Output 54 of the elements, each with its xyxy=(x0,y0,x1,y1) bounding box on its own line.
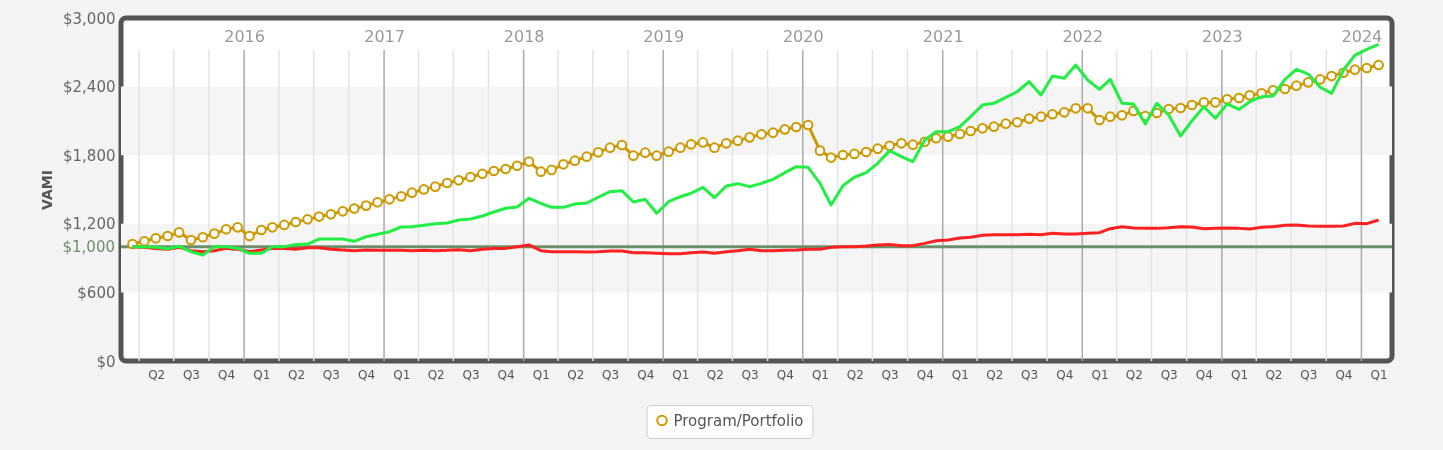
y-tick-label: $1,200 xyxy=(63,215,116,234)
x-tick-label: Q2 xyxy=(706,367,724,382)
y-tick-label: $0 xyxy=(96,352,116,371)
x-tick-label: Q4 xyxy=(1335,367,1353,382)
x-tick-label: Q3 xyxy=(462,367,480,382)
x-tick-label: Q2 xyxy=(846,367,864,382)
x-tick-label: Q2 xyxy=(427,367,445,382)
x-tick-label: Q2 xyxy=(148,367,166,382)
x-tick-label: Q4 xyxy=(637,367,655,382)
x2-tick-label: 2017 xyxy=(364,26,405,46)
ref-line-label: $1,000 xyxy=(62,237,115,256)
x2-tick-label: 2023 xyxy=(1201,26,1243,46)
x-tick-label: Q1 xyxy=(811,367,830,382)
legend-label: Program/Portfolio xyxy=(673,411,804,430)
x-tick-label: Q2 xyxy=(567,367,585,382)
x2-tick-label: 2018 xyxy=(503,26,545,46)
x-tick-label: Q2 xyxy=(1125,367,1143,382)
x-tick-label: Q3 xyxy=(741,367,759,382)
x2-tick-label: 2021 xyxy=(922,26,964,46)
x-tick-label: Q4 xyxy=(218,367,236,382)
y-tick-label: $3,000 xyxy=(63,9,116,28)
y-tick-label: $600 xyxy=(77,283,116,302)
x-tick-label: Q4 xyxy=(497,367,515,382)
x-tick-label: Q1 xyxy=(532,367,550,382)
y-tick-label: $1,800 xyxy=(63,146,116,165)
x-tick-label: Q3 xyxy=(1300,367,1318,382)
x-tick-label: Q4 xyxy=(1195,367,1213,382)
y-axis-title: VAMI xyxy=(39,170,56,210)
x-tick-label: Q1 xyxy=(253,367,271,382)
x2-tick-label: 2024 xyxy=(1341,26,1383,46)
x-tick-label: Q2 xyxy=(1265,367,1283,382)
x-tick-label: Q3 xyxy=(182,367,201,382)
x2-tick-label: 2022 xyxy=(1062,26,1104,46)
x-tick-label: Q2 xyxy=(986,367,1004,382)
x-tick-label: Q1 xyxy=(1231,367,1249,382)
x-tick-label: Q1 xyxy=(1370,367,1388,382)
x-tick-label: Q4 xyxy=(776,367,794,382)
x-tick-label: Q4 xyxy=(1056,367,1074,382)
x-tick-label: Q1 xyxy=(1091,367,1109,382)
x2-tick-label: 2020 xyxy=(782,26,824,46)
x-tick-label: Q4 xyxy=(358,367,376,382)
x-tick-label: Q1 xyxy=(951,367,969,382)
x-tick-label: Q3 xyxy=(1160,367,1178,382)
x2-tick-label: 2016 xyxy=(224,26,265,46)
x-tick-label: Q1 xyxy=(672,367,690,382)
x-tick-label: Q1 xyxy=(393,367,411,382)
x-tick-label: Q3 xyxy=(602,367,620,382)
y-tick-label: $2,400 xyxy=(63,78,116,97)
x-tick-label: Q3 xyxy=(322,367,340,382)
x-tick-label: Q4 xyxy=(916,367,934,382)
x-tick-label: Q3 xyxy=(881,367,899,382)
x-tick-label: Q2 xyxy=(288,367,306,382)
x-tick-label: Q3 xyxy=(1021,367,1039,382)
x2-tick-label: 2019 xyxy=(643,26,685,46)
